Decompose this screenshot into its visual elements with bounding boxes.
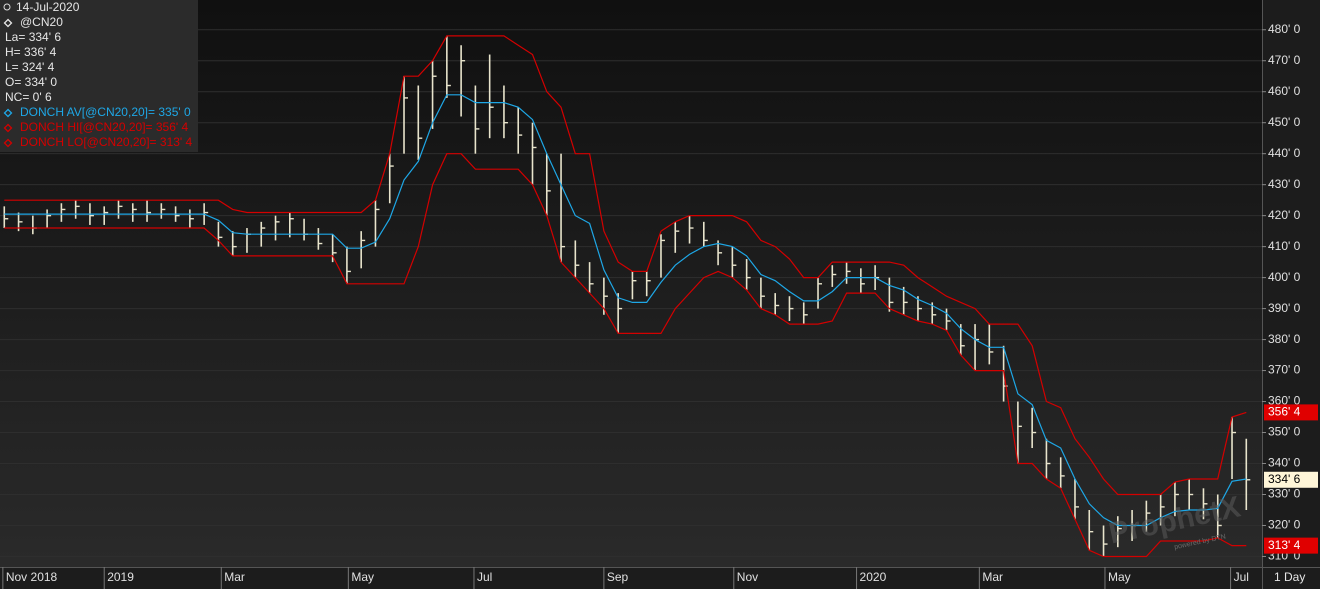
y-tick-label: 360' 0: [1268, 394, 1301, 408]
legend-entry[interactable]: DONCH HI[@CN20,20]= 356' 4: [20, 120, 189, 134]
y-tick-label: 420' 0: [1268, 208, 1301, 222]
legend-icon: [3, 138, 13, 148]
x-tick-label: Sep: [607, 570, 629, 584]
quote-line: O= 334' 0: [5, 75, 57, 89]
quote-line: H= 336' 4: [5, 45, 57, 59]
price-tag-label: 313' 4: [1268, 538, 1301, 552]
y-tick-label: 370' 0: [1268, 363, 1301, 377]
x-tick-label: Nov: [737, 570, 758, 584]
x-tick-label: Jul: [477, 570, 492, 584]
price-tag: [1264, 404, 1318, 421]
y-tick-label: 390' 0: [1268, 301, 1301, 315]
y-tick-label: 440' 0: [1268, 146, 1301, 160]
x-axis-area: [0, 567, 1320, 589]
donchian-line: [4, 153, 1247, 558]
price-tag-label: 356' 4: [1268, 405, 1301, 419]
y-tick-label: 480' 0: [1268, 22, 1301, 36]
y-tick-label: 330' 0: [1268, 487, 1301, 501]
info-panel: [0, 0, 198, 152]
price-tag-label: 334' 6: [1268, 472, 1301, 486]
x-tick-label: Mar: [224, 570, 245, 584]
x-tick-label: May: [351, 570, 374, 584]
y-tick-label: 460' 0: [1268, 84, 1301, 98]
y-tick-label: 400' 0: [1268, 270, 1301, 284]
y-tick-label: 380' 0: [1268, 332, 1301, 346]
x-tick-label: 2019: [107, 570, 134, 584]
interval-label[interactable]: 1 Day: [1274, 570, 1305, 584]
legend-icon: [3, 18, 13, 28]
y-tick-label: 340' 0: [1268, 456, 1301, 470]
x-tick-label: Nov 2018: [6, 570, 58, 584]
x-tick-label: Jul: [1234, 570, 1249, 584]
y-tick-label: 470' 0: [1268, 53, 1301, 67]
legend-entry[interactable]: DONCH LO[@CN20,20]= 313' 4: [20, 135, 193, 149]
legend-entry[interactable]: DONCH AV[@CN20,20]= 335' 0: [20, 105, 191, 119]
date-label: 14-Jul-2020: [16, 0, 80, 14]
symbol-label[interactable]: @CN20: [20, 15, 63, 29]
x-tick-label: 2020: [860, 570, 887, 584]
quote-line: NC= 0' 6: [5, 90, 52, 104]
price-tag: [1264, 537, 1318, 554]
search-icon: [3, 3, 11, 11]
x-tick-label: May: [1108, 570, 1131, 584]
plot-area: [0, 0, 1262, 567]
legend-icon: [3, 108, 13, 118]
y-tick-label: 350' 0: [1268, 425, 1301, 439]
quote-line: L= 324' 4: [5, 60, 55, 74]
donchian-line: [4, 35, 1247, 496]
donchian-line: [4, 94, 1247, 527]
y-tick-label: 410' 0: [1268, 239, 1301, 253]
legend-icon: [3, 123, 13, 133]
x-tick-label: Mar: [982, 570, 1003, 584]
price-tag: [1264, 471, 1318, 488]
y-tick-label: 430' 0: [1268, 177, 1301, 191]
y-tick-label: 450' 0: [1268, 115, 1301, 129]
y-tick-label: 320' 0: [1268, 518, 1301, 532]
quote-line: La= 334' 6: [5, 30, 61, 44]
